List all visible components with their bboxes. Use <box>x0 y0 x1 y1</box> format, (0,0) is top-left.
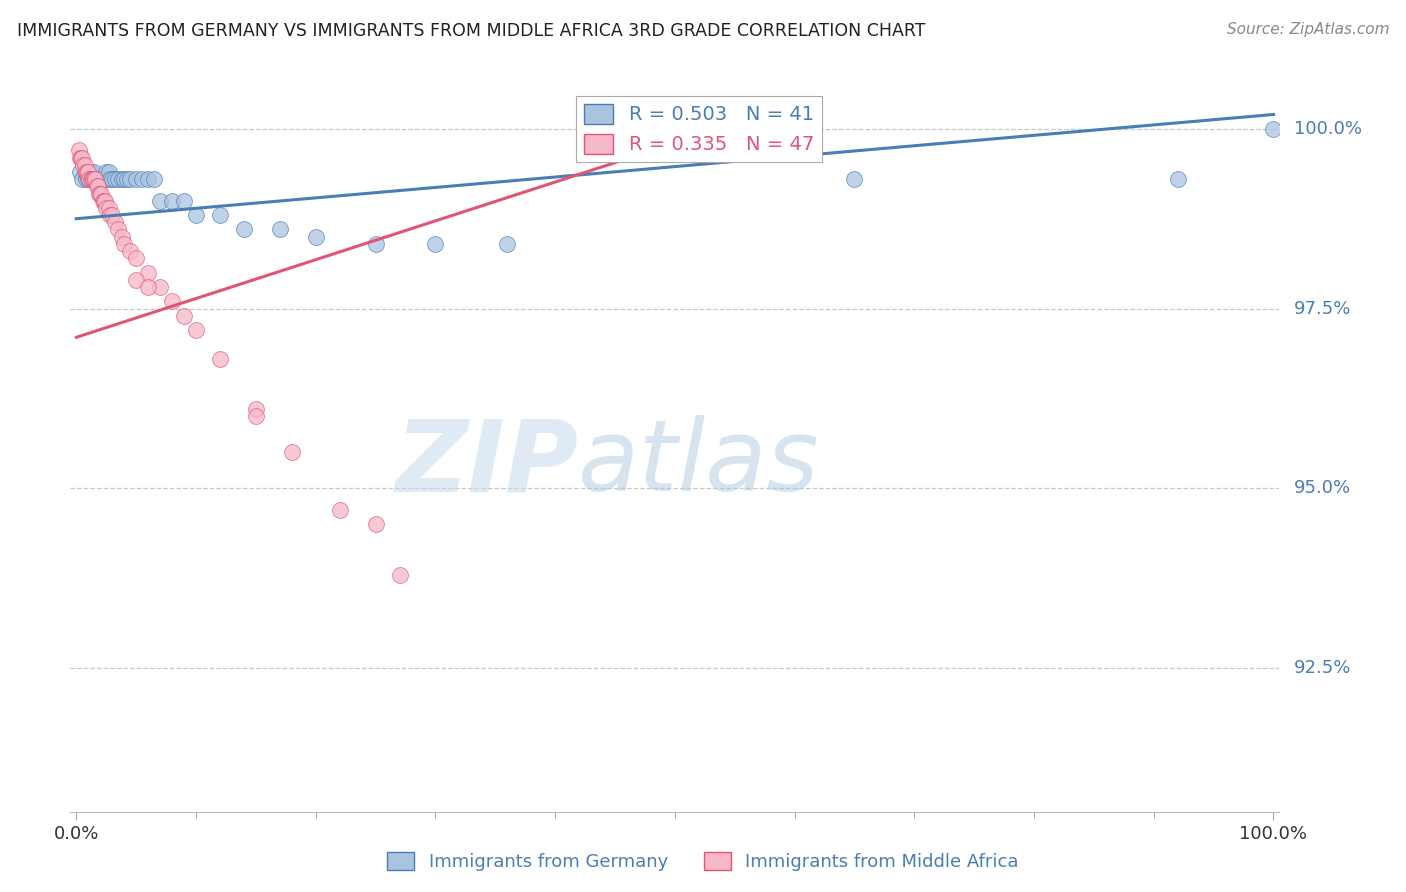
Point <box>111 172 134 186</box>
Point <box>96 201 118 215</box>
Point <box>136 266 159 280</box>
Point <box>97 201 120 215</box>
Point <box>72 151 94 165</box>
Point <box>72 158 94 172</box>
Point <box>112 236 135 251</box>
Point <box>160 294 183 309</box>
Point <box>844 172 866 186</box>
Point <box>90 186 112 201</box>
Point <box>1263 121 1285 136</box>
Point <box>208 208 231 222</box>
Point <box>1167 172 1189 186</box>
Point <box>83 165 105 179</box>
Point <box>96 165 118 179</box>
Point <box>149 194 172 208</box>
Point <box>120 172 142 186</box>
Point <box>111 229 134 244</box>
Point <box>80 172 103 186</box>
Point <box>104 172 127 186</box>
Point <box>69 151 91 165</box>
Point <box>77 172 100 186</box>
Point <box>89 186 111 201</box>
Point <box>89 172 111 186</box>
Point <box>184 208 207 222</box>
Point <box>83 172 105 186</box>
Point <box>364 517 387 532</box>
Point <box>76 165 98 179</box>
Point <box>77 165 100 179</box>
Point <box>173 194 195 208</box>
Point <box>84 172 107 186</box>
Point <box>329 503 352 517</box>
Point <box>98 172 121 186</box>
Point <box>73 158 96 172</box>
Text: 92.5%: 92.5% <box>1294 659 1351 677</box>
Point <box>101 172 124 186</box>
Point <box>112 172 135 186</box>
Point <box>82 172 104 186</box>
Point <box>107 222 129 236</box>
Text: IMMIGRANTS FROM GERMANY VS IMMIGRANTS FROM MIDDLE AFRICA 3RD GRADE CORRELATION C: IMMIGRANTS FROM GERMANY VS IMMIGRANTS FR… <box>17 22 925 40</box>
Point <box>173 309 195 323</box>
Point <box>425 236 447 251</box>
Point <box>245 409 267 424</box>
Point <box>87 172 110 186</box>
Point <box>69 165 91 179</box>
Legend: Immigrants from Germany, Immigrants from Middle Africa: Immigrants from Germany, Immigrants from… <box>380 845 1026 879</box>
Point <box>72 172 94 186</box>
Point <box>93 194 115 208</box>
Point <box>97 165 120 179</box>
Point <box>75 172 97 186</box>
Point <box>388 567 411 582</box>
Point <box>281 445 304 459</box>
Point <box>364 236 387 251</box>
Point <box>104 215 127 229</box>
Point <box>73 165 96 179</box>
Text: atlas: atlas <box>578 416 820 512</box>
Legend: R = 0.503   N = 41, R = 0.335   N = 47: R = 0.503 N = 41, R = 0.335 N = 47 <box>576 95 823 162</box>
Point <box>101 208 124 222</box>
Point <box>115 172 138 186</box>
Point <box>269 222 291 236</box>
Point <box>91 194 114 208</box>
Point <box>125 273 148 287</box>
Point <box>84 172 107 186</box>
Text: ZIP: ZIP <box>395 416 578 512</box>
Point <box>87 186 110 201</box>
Point <box>67 144 90 158</box>
Point <box>232 222 254 236</box>
Point <box>79 165 101 179</box>
Text: Source: ZipAtlas.com: Source: ZipAtlas.com <box>1226 22 1389 37</box>
Point <box>94 194 117 208</box>
Point <box>91 172 114 186</box>
Point <box>184 323 207 337</box>
Point <box>80 172 103 186</box>
Point <box>160 194 183 208</box>
Point <box>131 172 153 186</box>
Point <box>245 402 267 417</box>
Point <box>125 252 148 266</box>
Point <box>208 351 231 366</box>
Point <box>86 179 108 194</box>
Point <box>120 244 142 258</box>
Point <box>70 151 93 165</box>
Point <box>305 229 328 244</box>
Point <box>149 280 172 294</box>
Point <box>136 280 159 294</box>
Point <box>79 172 101 186</box>
Point <box>87 179 110 194</box>
Point <box>496 236 519 251</box>
Point <box>98 208 121 222</box>
Point <box>107 172 129 186</box>
Text: 100.0%: 100.0% <box>1294 120 1362 138</box>
Point <box>125 172 148 186</box>
Point <box>143 172 166 186</box>
Point <box>75 165 97 179</box>
Text: 95.0%: 95.0% <box>1294 479 1351 497</box>
Point <box>136 172 159 186</box>
Text: 97.5%: 97.5% <box>1294 300 1351 318</box>
Point <box>79 172 101 186</box>
Point <box>96 172 118 186</box>
